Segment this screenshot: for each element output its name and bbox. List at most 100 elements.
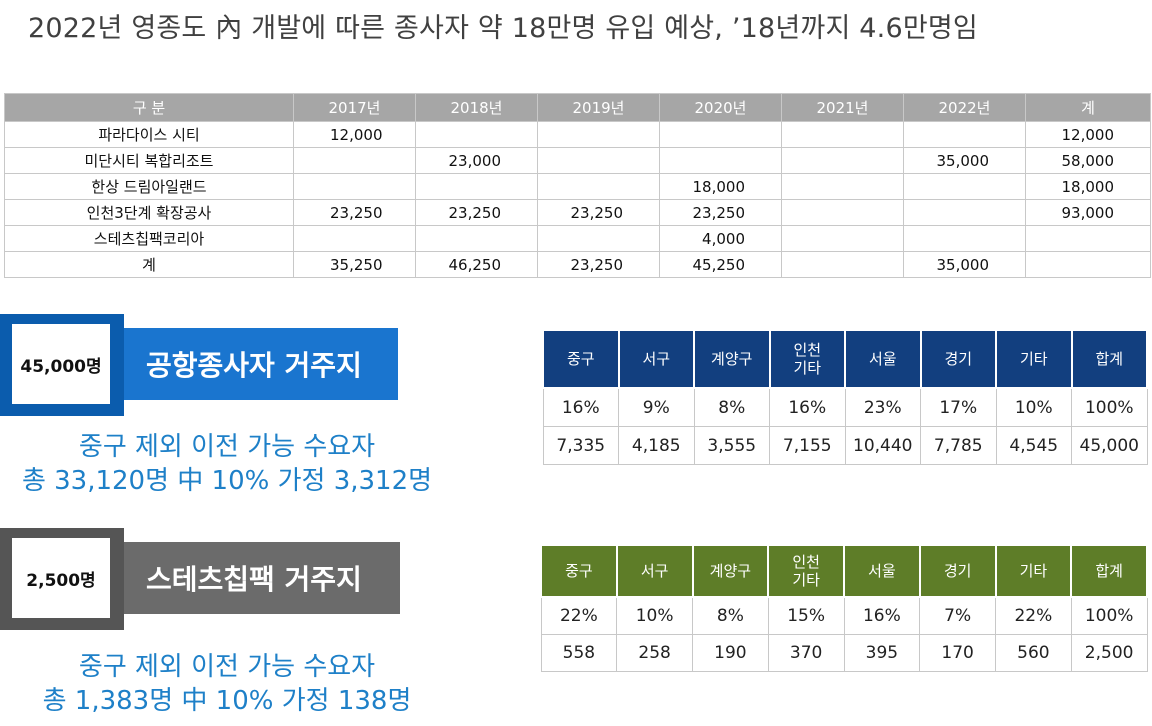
airport-count-cell: 7,785 xyxy=(920,426,997,465)
summary-cell xyxy=(781,251,904,278)
summary-row: 스테츠칩팩코리아 4,000 xyxy=(4,225,1151,252)
airport-count-cell: 7,335 xyxy=(542,426,619,465)
statschippac-count-cell: 395 xyxy=(843,634,921,672)
statschippac-header-cell: 계양구 xyxy=(691,544,770,598)
summary-cell: 93,000 xyxy=(1025,199,1151,226)
summary-row: 인천3단계 확장공사 23,250 23,250 23,250 23,250 93,000 xyxy=(4,199,1151,226)
statschippac-note-line2: 총 1,383명 中 10% 가정 138명 xyxy=(42,686,412,716)
header-2017: 2017년 xyxy=(293,93,416,122)
airport-percent-cell: 10% xyxy=(995,387,1072,427)
summary-cell xyxy=(537,121,660,148)
airport-header-cell: 중구 xyxy=(542,329,620,389)
statschippac-percent-cell: 7% xyxy=(919,596,996,635)
summary-row-label: 파라다이스 시티 xyxy=(4,121,294,148)
summary-cell xyxy=(903,225,1026,252)
summary-row-label: 계 xyxy=(4,251,294,278)
summary-cell xyxy=(537,173,660,200)
airport-percent-row: 16% 9% 8% 16% 23% 17% 10% 100% xyxy=(542,387,1148,427)
statschippac-count-row: 558 258 190 370 395 170 560 2,500 xyxy=(540,634,1148,672)
summary-cell: 23,250 xyxy=(537,199,660,226)
summary-cell xyxy=(537,225,660,252)
statschippac-percent-cell: 15% xyxy=(767,596,845,635)
airport-count-cell: 4,185 xyxy=(618,426,695,465)
summary-row-label: 미단시티 복합리조트 xyxy=(4,147,294,174)
statschippac-header-cell: 서울 xyxy=(843,544,921,598)
statschippac-note: 중구 제외 이전 가능 수요자 총 1,383명 中 10% 가정 138명 xyxy=(18,650,436,718)
summary-cell xyxy=(293,225,416,252)
summary-cell: 12,000 xyxy=(293,121,416,148)
summary-row-label: 인천3단계 확장공사 xyxy=(4,199,294,226)
airport-residence-title: 공항종사자 거주지 xyxy=(124,328,398,400)
statschippac-residence-title: 스테츠칩팩 거주지 xyxy=(124,542,400,614)
header-2021: 2021년 xyxy=(781,93,904,122)
airport-count-row: 7,335 4,185 3,555 7,155 10,440 7,785 4,545 45,0… xyxy=(542,426,1148,465)
summary-cell xyxy=(415,225,538,252)
airport-note: 중구 제외 이전 가능 수요자 총 33,120명 中 10% 가정 3,312… xyxy=(18,430,436,498)
airport-header-cell: 기타 xyxy=(995,329,1073,389)
statschippac-percent-cell: 8% xyxy=(692,596,769,635)
airport-percent-cell: 16% xyxy=(769,387,846,427)
summary-row: 미단시티 복합리조트 23,000 35,000 58,000 xyxy=(4,147,1151,174)
summary-cell xyxy=(781,199,904,226)
summary-row-label: 한상 드림아일랜드 xyxy=(4,173,294,200)
airport-percent-cell: 9% xyxy=(618,387,695,427)
summary-cell: 23,250 xyxy=(537,251,660,278)
summary-cell: 35,000 xyxy=(903,251,1026,278)
airport-header-cell: 서울 xyxy=(844,329,922,389)
statschippac-percent-cell: 100% xyxy=(1070,596,1148,635)
statschippac-count-box: 2,500명 xyxy=(0,528,124,630)
statschippac-count-cell: 2,500 xyxy=(1070,634,1148,672)
summary-cell xyxy=(781,225,904,252)
summary-row: 계 35,250 46,250 23,250 45,250 35,000 xyxy=(4,251,1151,278)
airport-count-cell: 4,545 xyxy=(995,426,1072,465)
header-total: 계 xyxy=(1025,93,1151,122)
airport-header-cell: 인천 기타 xyxy=(768,329,846,389)
airport-header-cell: 서구 xyxy=(617,329,695,389)
statschippac-count-cell: 170 xyxy=(919,634,996,672)
header-2019: 2019년 xyxy=(537,93,660,122)
airport-percent-cell: 8% xyxy=(693,387,770,427)
airport-header-cell: 합계 xyxy=(1070,329,1148,389)
summary-cell xyxy=(415,173,538,200)
summary-cell xyxy=(415,121,538,148)
statschippac-count-cell: 258 xyxy=(616,634,693,672)
summary-cell: 46,250 xyxy=(415,251,538,278)
header-2020: 2020년 xyxy=(659,93,782,122)
summary-cell xyxy=(903,173,1026,200)
statschippac-worker-count: 2,500명 xyxy=(12,538,110,618)
statschippac-count-cell: 190 xyxy=(692,634,769,672)
statschippac-percent-cell: 16% xyxy=(843,596,921,635)
summary-cell: 35,250 xyxy=(293,251,416,278)
airport-count-cell: 3,555 xyxy=(693,426,770,465)
airport-table-header-row: 중구 서구 계양구 인천 기타 서울 경기 기타 합계 xyxy=(542,329,1148,389)
statschippac-note-line1: 중구 제외 이전 가능 수요자 xyxy=(78,652,376,682)
airport-count-cell: 10,440 xyxy=(844,426,921,465)
summary-cell xyxy=(659,121,782,148)
statschippac-header-cell: 중구 xyxy=(540,544,618,598)
statschippac-table-header-row: 중구 서구 계양구 인천 기타 서울 경기 기타 합계 xyxy=(540,544,1148,598)
airport-percent-cell: 100% xyxy=(1071,387,1148,427)
summary-cell: 4,000 xyxy=(659,225,782,252)
statschippac-percent-row: 22% 10% 8% 15% 16% 7% 22% 100% xyxy=(540,596,1148,635)
summary-cell xyxy=(903,199,1026,226)
statschippac-header-cell: 합계 xyxy=(1070,544,1148,598)
summary-cell xyxy=(293,147,416,174)
summary-row: 한상 드림아일랜드 18,000 18,000 xyxy=(4,173,1151,200)
statschippac-residence-table: 중구 서구 계양구 인천 기타 서울 경기 기타 합계 22% 10% 8% 15% 16% 7% 22% 1… xyxy=(540,544,1148,672)
summary-cell xyxy=(781,147,904,174)
summary-cell xyxy=(537,147,660,174)
summary-cell: 23,250 xyxy=(415,199,538,226)
summary-cell xyxy=(293,173,416,200)
summary-row-label: 스테츠칩팩코리아 xyxy=(4,225,294,252)
statschippac-header-cell: 인천 기타 xyxy=(767,544,845,598)
summary-cell xyxy=(781,121,904,148)
header-2022: 2022년 xyxy=(903,93,1026,122)
summary-cell: 23,250 xyxy=(293,199,416,226)
summary-cell: 23,000 xyxy=(415,147,538,174)
summary-cell: 12,000 xyxy=(1025,121,1151,148)
header-2018: 2018년 xyxy=(415,93,538,122)
page-title: 2022년 영종도 內 개발에 따른 종사자 약 18만명 유입 예상, ’18… xyxy=(28,13,978,44)
summary-cell: 18,000 xyxy=(1025,173,1151,200)
summary-cell: 23,250 xyxy=(659,199,782,226)
airport-residence-table: 중구 서구 계양구 인천 기타 서울 경기 기타 합계 16% 9% 8% 16% 23% 17% 10% 1… xyxy=(542,329,1148,465)
